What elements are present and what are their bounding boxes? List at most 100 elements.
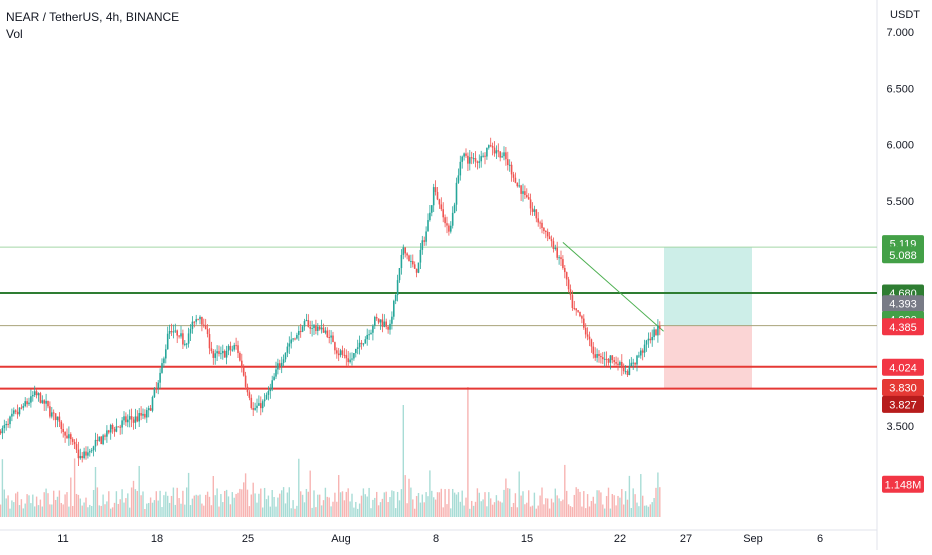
candle-body [535,209,538,219]
volume-bar [567,504,570,517]
volume-bar [138,465,140,517]
volume-bar [92,490,95,517]
volume-bar [524,504,526,517]
volume-bar [581,506,583,517]
candle-body [1,428,4,434]
volume-bar [149,497,152,517]
candle-body [33,391,36,396]
candle-body [381,319,384,327]
candle-body [142,413,144,416]
candle-body [168,331,171,334]
candle-body [334,342,336,351]
candle-body [203,324,205,326]
volume-bar [607,487,610,517]
volume-bar [486,506,488,517]
candle-body [520,185,522,194]
volume-bar [244,473,247,517]
volume-bar [594,503,596,517]
candle-body [176,330,178,336]
candle-body [85,451,87,456]
volume-bar [537,505,539,517]
candle-body [337,353,340,356]
candle-body [187,333,190,344]
candle-body [358,342,361,348]
volume-bar [81,505,83,517]
candle-body [254,408,256,410]
candle-body [558,257,560,259]
volume-bar [444,489,446,517]
volume-bar [79,498,81,517]
candle-body [649,338,652,341]
candle-body [503,152,505,157]
volume-bar [579,491,581,517]
candle-body [100,436,102,445]
candle-body [301,326,304,332]
candle-body [491,145,494,148]
candle-body [550,239,553,242]
candle-body [294,338,296,340]
volume-bar [39,499,42,517]
candle-body [298,331,300,335]
volume-bar [157,500,159,517]
candle-body [643,344,646,353]
candle-body [366,334,368,340]
candle-body [391,316,393,324]
volume-bar [491,504,494,517]
candle-body [279,363,281,367]
volume-bar [180,503,182,517]
candle-body [573,307,576,309]
volume-bar [89,504,91,517]
volume-bar [237,492,239,517]
volume-bar [68,506,70,517]
volume-bar [396,491,399,517]
volume-label[interactable]: Vol [6,27,23,41]
volume-bar [296,505,298,517]
volume-bar [303,502,306,517]
chart-legend: NEAR / TetherUS, 4h, BINANCE Vol [6,9,179,43]
volume-bar [381,498,384,517]
candle-body [634,362,636,365]
symbol-title[interactable]: NEAR / TetherUS, 4h, BINANCE [6,10,180,24]
x-tick-label: 8 [433,533,439,545]
volume-bar [526,502,528,517]
volume-bar [624,491,627,517]
candle-body [320,327,323,330]
candle-body [83,451,85,459]
volume-bar [203,505,205,517]
candle-body [309,326,311,329]
candle-body [603,358,606,360]
volume-bar [499,501,501,517]
candle-body [336,350,338,354]
volume-bar [165,491,167,517]
candle-body [233,345,235,350]
candle-body [489,145,492,147]
volume-bar [220,494,222,517]
candle-body [393,300,395,317]
volume-bar [529,506,532,517]
candle-body [400,254,403,269]
candle-body [68,434,70,439]
candle-body [185,343,188,345]
volume-bar [510,506,513,517]
candle-body [387,326,389,330]
volume-bar [153,500,156,517]
volume-bar [298,458,300,517]
volume-bar [459,501,461,517]
volume-bar [640,474,642,517]
candle-body [60,421,63,429]
volume-bar [343,500,346,517]
volume-bar [393,491,395,517]
x-tick-label: Aug [331,533,351,545]
volume-bar [370,508,372,517]
volume-bar [197,495,199,517]
volume-bar [638,506,640,517]
candle-body [370,332,372,335]
candle-body [273,376,275,381]
candle-body [317,326,319,331]
candle-body [628,366,631,376]
candle-body [0,431,2,434]
volume-bar [545,498,547,517]
volume-bar [290,508,292,517]
